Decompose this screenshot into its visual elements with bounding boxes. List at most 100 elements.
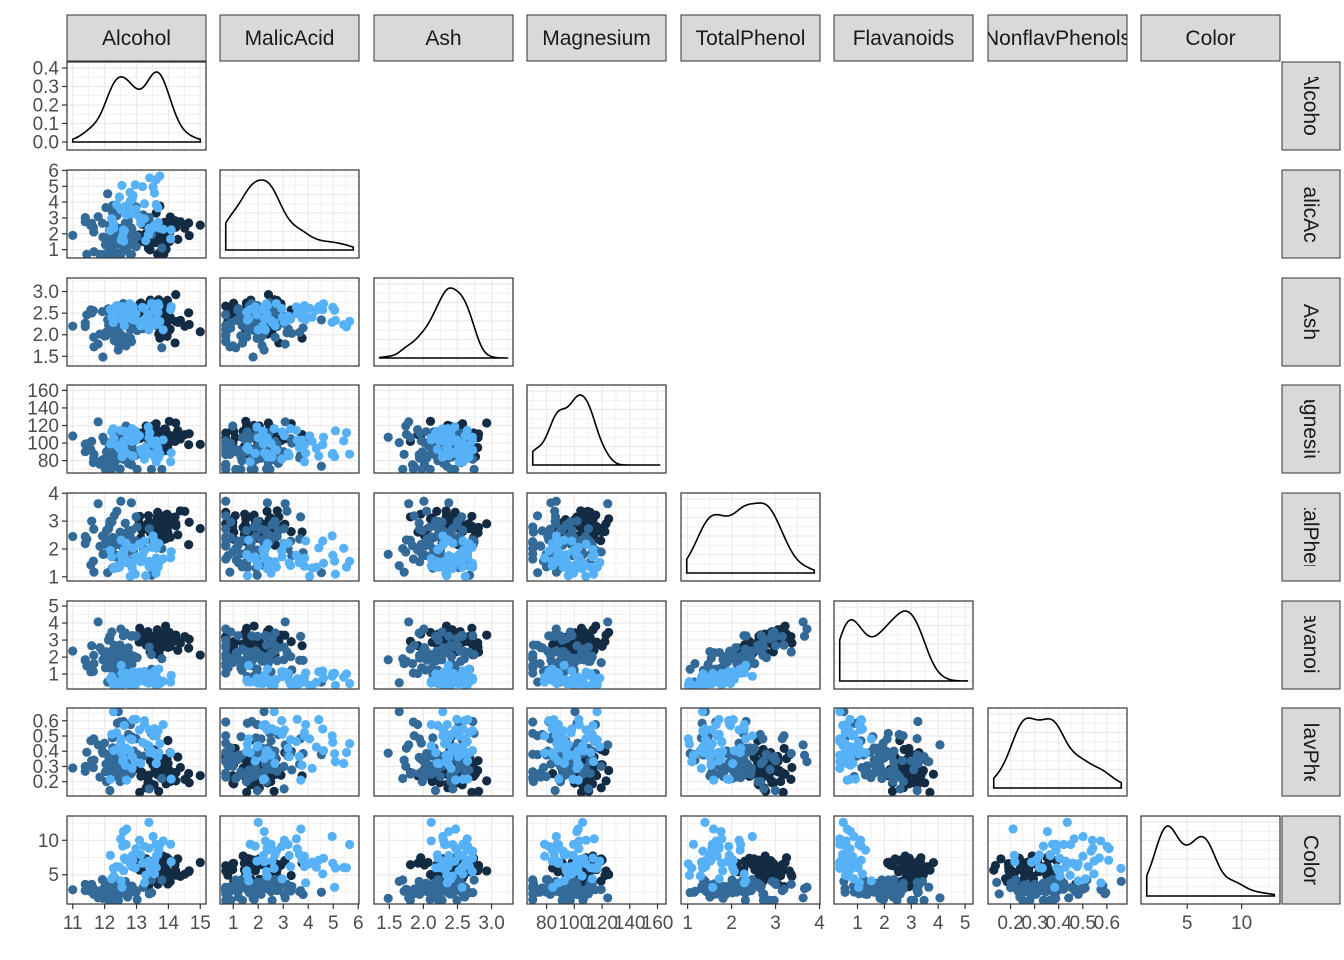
point [131, 512, 141, 522]
point [253, 433, 263, 443]
point [195, 523, 205, 534]
point [563, 571, 573, 581]
point [554, 547, 564, 557]
point [536, 541, 546, 551]
point [688, 839, 699, 849]
point [685, 664, 695, 674]
point [570, 708, 580, 717]
point [318, 432, 329, 442]
point [778, 770, 788, 780]
point [250, 676, 260, 686]
point [687, 756, 697, 767]
point [87, 641, 97, 651]
point [432, 676, 443, 686]
point [588, 720, 598, 731]
point [109, 640, 119, 650]
point [262, 845, 273, 855]
point [330, 680, 341, 689]
point [714, 676, 724, 686]
point [409, 731, 419, 741]
point [559, 850, 569, 860]
point [904, 746, 914, 756]
point [136, 758, 146, 768]
point [467, 787, 477, 796]
point [421, 427, 431, 437]
point [545, 524, 555, 534]
point [897, 858, 907, 868]
point [718, 866, 728, 876]
point [718, 746, 728, 757]
point [787, 762, 797, 773]
top-strip-label: Color [1185, 27, 1235, 50]
point [165, 434, 175, 444]
point [559, 557, 569, 567]
point [401, 547, 411, 557]
point [718, 893, 728, 903]
point [328, 448, 338, 459]
point [256, 650, 266, 660]
point [121, 743, 131, 753]
point [245, 457, 255, 467]
point [137, 181, 148, 192]
point [574, 855, 584, 865]
point [89, 567, 99, 577]
point [277, 716, 287, 726]
point [166, 774, 176, 784]
point [528, 537, 538, 547]
point [298, 655, 308, 666]
point [919, 895, 929, 904]
point [248, 352, 258, 362]
point [162, 331, 172, 342]
point [154, 786, 164, 796]
point [175, 434, 186, 444]
point [409, 640, 419, 650]
point [80, 655, 90, 665]
point [97, 306, 108, 317]
point [769, 895, 779, 904]
point [284, 451, 294, 461]
point [80, 447, 90, 457]
point [170, 338, 180, 348]
point [330, 749, 340, 759]
point [989, 865, 999, 875]
point [87, 879, 97, 890]
point [287, 765, 297, 775]
point [838, 817, 848, 827]
point [551, 831, 561, 842]
panel-nonflavphenols-vs-magnesium [526, 707, 667, 797]
point [572, 826, 582, 837]
point [928, 769, 939, 779]
point [298, 323, 308, 333]
density-curve-totalphenol [685, 502, 816, 574]
point [125, 734, 135, 744]
point [269, 708, 279, 717]
point [786, 774, 796, 785]
panel-color-vs-alcohol [66, 815, 207, 905]
point [149, 724, 160, 734]
point [242, 787, 252, 796]
point [747, 831, 757, 842]
point [166, 234, 176, 244]
point [285, 735, 296, 745]
point [318, 305, 328, 315]
point [277, 454, 287, 464]
point [588, 569, 599, 579]
point [464, 765, 474, 775]
point [328, 668, 338, 679]
right-strip-magnesium: Magnesium [1281, 384, 1341, 474]
point [339, 758, 349, 769]
point [175, 315, 186, 325]
point [137, 550, 148, 560]
point [263, 290, 274, 300]
point [419, 624, 429, 634]
point [456, 631, 467, 641]
point [567, 666, 577, 676]
point [683, 734, 693, 744]
point [109, 461, 119, 471]
point [291, 834, 302, 844]
point [591, 621, 601, 631]
point [89, 650, 99, 660]
point [244, 433, 254, 444]
point [116, 425, 126, 436]
point [244, 535, 254, 545]
